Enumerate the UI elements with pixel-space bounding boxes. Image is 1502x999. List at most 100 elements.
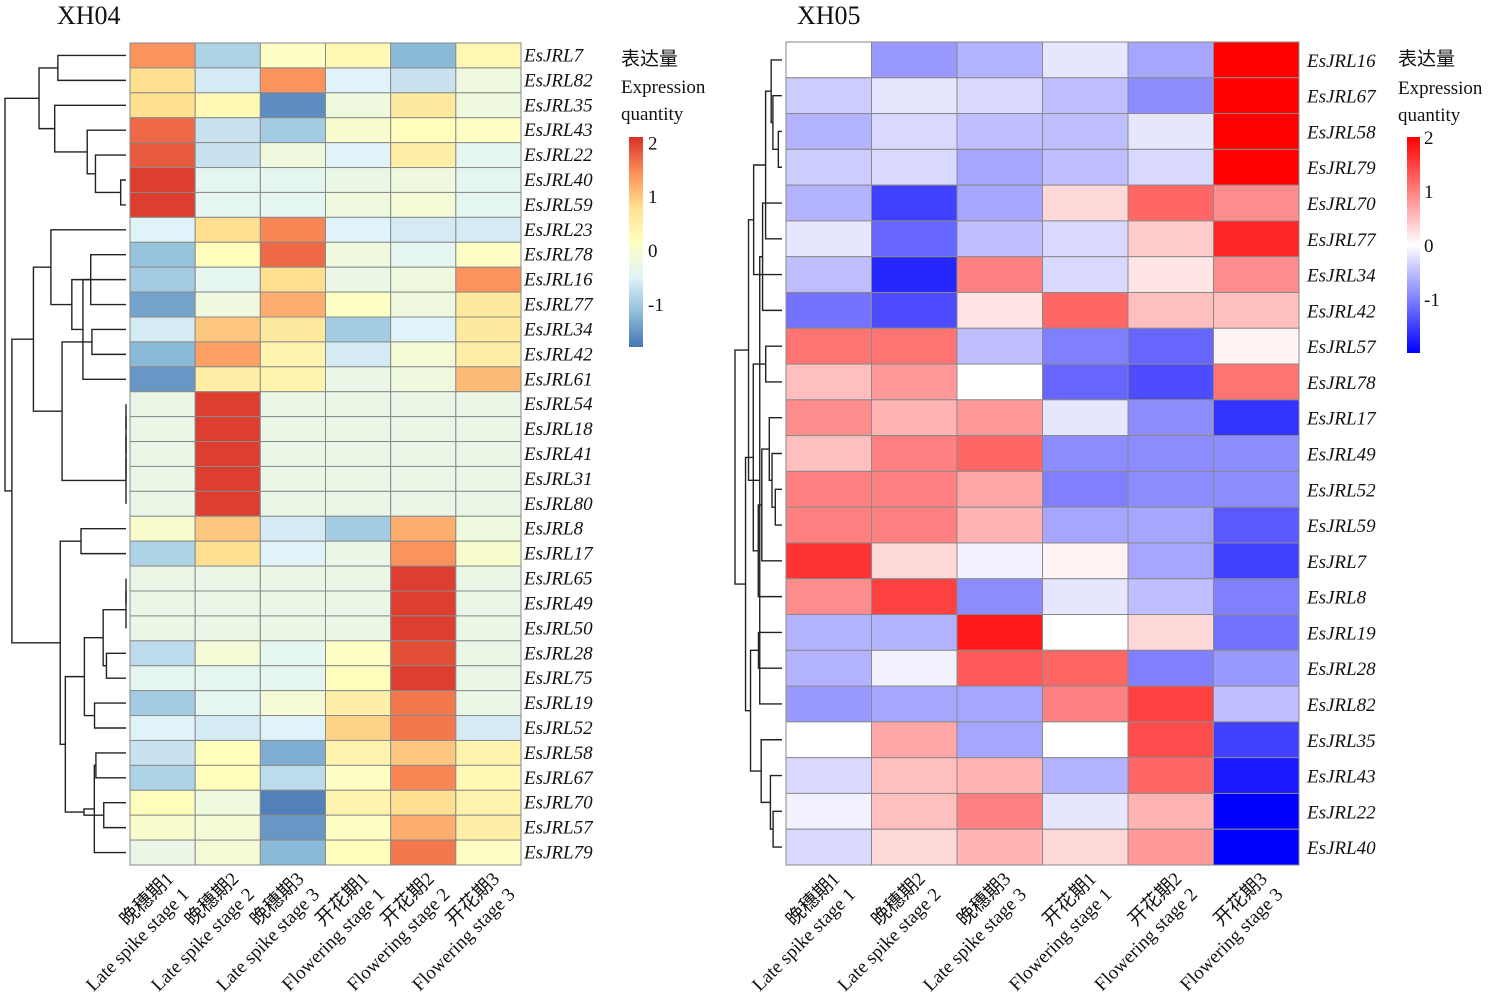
heatmap-cell [194,590,261,617]
heatmap-cell [129,839,196,866]
heatmap-cell [259,42,327,69]
heatmap-cell [325,341,392,368]
heatmap-cell [1127,614,1214,651]
row-label: EsJRL79 [1306,158,1376,179]
colorbar-gradient [629,137,643,347]
colorbar-tick-label: 1 [1424,182,1434,203]
row-dendrogram-xh04 [4,54,127,854]
heatmap-cell [455,241,522,268]
heatmap-cell [956,828,1043,866]
heatmap-cell [785,470,872,508]
heatmap-cell [1213,757,1300,794]
heatmap-cell [194,341,261,368]
heatmap-cell [785,220,872,258]
heatmap-cell [1127,757,1214,794]
heatmap-cell [455,515,522,542]
heatmap-cell [129,540,196,567]
heatmap-cell [956,220,1043,258]
heatmap-cell [259,216,327,243]
heatmap-cell [325,590,392,617]
heatmap-cell [325,839,392,866]
heatmap-cell [1127,113,1214,150]
heatmap-cell [325,416,392,443]
heatmap-cell [956,685,1043,723]
dendrogram-branch [11,338,61,644]
heatmap-cell [1213,506,1300,544]
colorbar-title-en-line2: quantity [621,104,684,125]
heatmap-cell [390,67,457,94]
heatmap-cell [1127,470,1214,508]
dendrogram-branch [93,702,126,729]
row-label: EsJRL52 [1306,480,1376,501]
heatmap-cell [259,715,327,741]
heatmap-cell [194,665,261,692]
heatmap-cell [871,77,958,115]
row-label: EsJRL42 [1306,301,1376,322]
row-label: EsJRL78 [1306,373,1376,394]
dendrogram-branch [94,154,126,194]
heatmap-cell [194,416,261,443]
heatmap-cell [1127,148,1214,186]
heatmap-cell [194,366,261,393]
heatmap-cells-xh05 [785,41,1300,866]
row-label: EsJRL40 [1306,838,1376,859]
dendrogram-branch [32,266,63,412]
heatmap-cell [259,465,327,492]
heatmap-cell [390,739,457,766]
dendrogram-branch [768,417,782,482]
heatmap-cell [129,241,196,268]
heatmap-cell [129,167,196,193]
heatmap-cell [390,565,457,592]
heatmap-cell [1042,77,1129,115]
heatmap-cell [390,789,457,816]
heatmap-cell [956,578,1043,616]
heatmap-cell [1042,649,1129,687]
row-dendrogram-xh05 [734,59,782,848]
heatmap-cell [871,435,958,472]
heatmap-cell [1042,578,1129,616]
row-label: EsJRL41 [523,444,593,465]
heatmap-cell [1127,721,1214,759]
heatmap-cell [259,590,327,617]
heatmap-cell [259,191,327,218]
heatmap-cell [390,117,457,144]
heatmap-cell [1213,435,1300,472]
heatmap-cell [194,739,261,766]
heatmap-cell [455,42,522,69]
heatmap-cell [194,117,261,144]
heatmap-cell [259,764,327,791]
heatmap-cell [325,441,392,467]
heatmap-cell [785,649,872,687]
heatmap-cell [259,665,327,692]
heatmap-cell [455,715,522,741]
colorbar-xh04: 表达量 Expression quantity 2 1 0 -1 [621,48,706,347]
heatmap-cell [129,191,196,218]
heatmap-cell [785,363,872,401]
heatmap-cell [129,291,196,318]
row-label: EsJRL22 [1306,802,1376,823]
dendrogram-branch [765,345,782,383]
heatmap-cell [194,67,261,94]
heatmap-cell [194,615,261,642]
heatmap-cell [325,167,392,193]
heatmap-cell [1127,399,1214,437]
dendrogram-branch [772,810,782,848]
heatmap-cell [1213,220,1300,258]
heatmap-cell [390,266,457,293]
heatmap-cell [956,399,1043,437]
heatmap-cell [956,721,1043,759]
heatmap-cell [325,739,392,766]
dendrogram-branch [769,774,782,830]
heatmap-cell [956,614,1043,651]
dendrogram-branch [770,59,782,124]
heatmap-cell [956,291,1043,329]
heatmap-cell [785,542,872,580]
heatmap-cell [1127,363,1214,401]
colorbar-tick-label: 2 [648,133,658,154]
row-label: EsJRL58 [523,743,593,764]
dendrogram-branch [57,54,126,82]
heatmap-cell [129,316,196,343]
heatmap-cell [455,640,522,667]
heatmap-cell [956,649,1043,687]
heatmap-cell [129,391,196,418]
